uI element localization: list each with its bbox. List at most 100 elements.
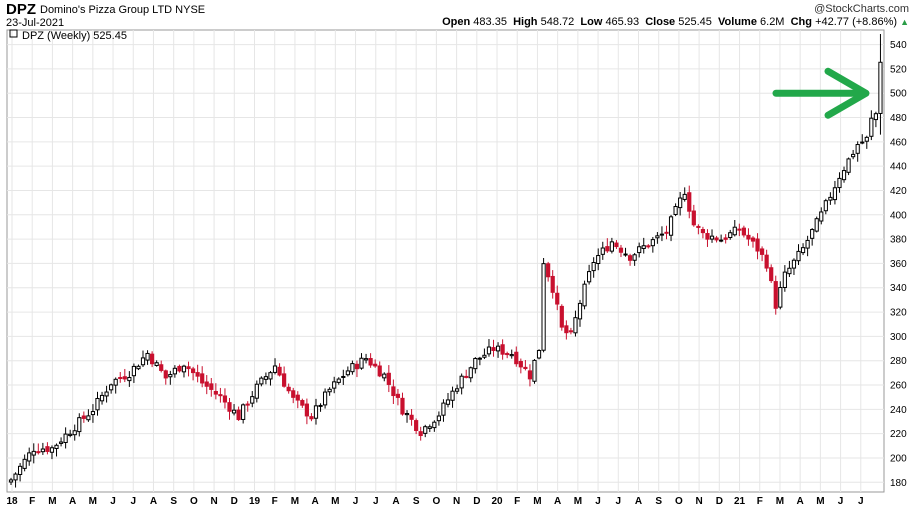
- candle-body: [432, 421, 437, 429]
- candle-body: [386, 372, 391, 385]
- candle-body: [409, 414, 414, 420]
- candle-body: [104, 391, 109, 397]
- candle-body: [518, 361, 523, 368]
- candle-body: [787, 267, 792, 275]
- close-label: Close: [645, 16, 676, 28]
- chg-label: Chg: [790, 16, 812, 28]
- candle-body: [559, 305, 564, 328]
- candle-body: [72, 430, 77, 436]
- candle-body: [659, 233, 665, 236]
- x-tick-label: M: [816, 496, 824, 507]
- candle-body: [664, 231, 669, 234]
- candle-body: [277, 366, 282, 376]
- candle-body: [869, 117, 874, 137]
- x-tick-label: J: [838, 496, 844, 507]
- y-tick-label: 540: [890, 40, 907, 51]
- x-tick-label: A: [392, 496, 399, 507]
- candle-body: [90, 411, 96, 416]
- candle-body: [99, 394, 105, 402]
- x-tick-label: A: [554, 496, 561, 507]
- low-value: 465.93: [605, 16, 640, 28]
- candle-body: [68, 433, 73, 436]
- candle-body: [227, 402, 232, 412]
- candle-body: [655, 235, 660, 239]
- candle-body: [482, 354, 487, 358]
- ticker-symbol: DPZ: [6, 1, 36, 18]
- candle-body: [709, 235, 715, 240]
- candle-body: [445, 399, 451, 405]
- candle-body: [136, 365, 141, 370]
- y-tick-label: 220: [890, 429, 907, 440]
- y-tick-label: 180: [890, 478, 907, 489]
- candle-body: [40, 448, 45, 453]
- legend-box: DPZ (Weekly) 525.45: [9, 29, 127, 42]
- candle-body: [236, 409, 241, 421]
- x-axis: 18 F M A M J J A S O N D 19 F M A M J J A S O N D 20 F M A M J J A S O N D 2…: [6, 496, 863, 507]
- candle-body: [318, 404, 323, 407]
- candle-body: [81, 415, 86, 419]
- candle-body: [851, 153, 856, 158]
- candle-body: [491, 347, 496, 351]
- candle-body: [63, 433, 68, 443]
- x-tick-label: A: [150, 496, 157, 507]
- candle-body: [564, 325, 569, 334]
- candles: [8, 33, 883, 488]
- candle-body: [750, 237, 756, 242]
- volume-label: Volume: [718, 16, 757, 28]
- high-label: High: [513, 16, 538, 28]
- candle-body: [395, 393, 401, 398]
- candle-body: [254, 383, 259, 399]
- candle-body: [391, 386, 396, 397]
- candle-body: [668, 216, 674, 236]
- x-tick-label: F: [29, 496, 35, 507]
- candle-body: [536, 350, 542, 359]
- candle-body: [345, 370, 350, 376]
- x-tick-label: S: [655, 496, 662, 507]
- candle-body: [814, 218, 819, 232]
- candle-body: [122, 376, 127, 380]
- candle-body: [49, 447, 55, 453]
- x-tick-label: O: [433, 496, 441, 507]
- candle-body: [646, 245, 651, 248]
- candle-body: [705, 233, 710, 240]
- candle-body: [464, 375, 469, 378]
- x-tick-label: A: [312, 496, 319, 507]
- y-tick-label: 380: [890, 235, 907, 246]
- candle-body: [377, 365, 382, 377]
- candle-body: [382, 373, 387, 379]
- candle-body: [632, 254, 637, 261]
- candle-body: [759, 248, 765, 255]
- chg-value: +42.77 (+8.86%): [815, 16, 898, 28]
- candle-body: [591, 262, 596, 272]
- candle-body: [682, 193, 687, 200]
- candle-body: [687, 192, 692, 212]
- candle-body: [363, 358, 369, 361]
- candle-body: [778, 287, 783, 308]
- candle-body: [45, 446, 50, 452]
- chart-header: DPZ Domino's Pizza Group LTD NYSE 23-Jul…: [0, 0, 915, 30]
- candle-body: [841, 170, 847, 181]
- candle-body: [368, 358, 373, 366]
- candle-body: [741, 227, 746, 236]
- candle-body: [805, 239, 810, 249]
- x-tick-label: J: [130, 496, 136, 507]
- candle-body: [95, 397, 100, 411]
- plot-frame: [6, 29, 885, 493]
- candle-body: [773, 281, 778, 309]
- x-tick-label: M: [533, 496, 541, 507]
- candle-body: [31, 450, 36, 456]
- company-name: Domino's Pizza Group LTD NYSE: [40, 4, 205, 16]
- candle-body: [263, 376, 269, 380]
- x-tick-label: M: [291, 496, 299, 507]
- candle-body: [414, 420, 419, 431]
- candle-body: [77, 417, 82, 433]
- candle-body: [823, 200, 828, 212]
- copyright-label: @StockCharts.com: [814, 3, 909, 15]
- candle-body: [696, 225, 701, 228]
- y-tick-label: 200: [890, 453, 907, 464]
- candle-body: [373, 363, 378, 367]
- candle-body: [800, 247, 806, 254]
- up-triangle-icon: ▲: [900, 17, 909, 27]
- candle-body: [627, 255, 633, 261]
